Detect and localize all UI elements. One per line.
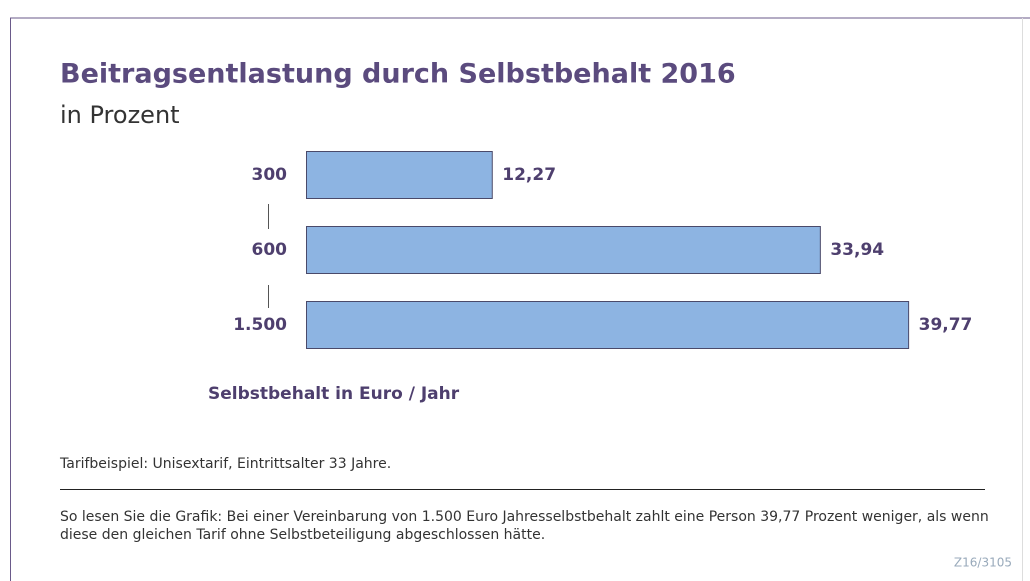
bar <box>306 151 493 199</box>
bar <box>306 301 910 349</box>
value-label: 12,27 <box>502 165 556 185</box>
value-label: 33,94 <box>830 240 884 260</box>
value-label: 39,77 <box>919 315 973 335</box>
category-label: 300 <box>252 165 288 185</box>
category-label: 1.500 <box>233 315 287 335</box>
explanation: So lesen Sie die Grafik: Bei einer Verei… <box>60 509 989 543</box>
chart-subtitle: in Prozent <box>60 101 180 129</box>
source: Z16/3105 <box>954 556 1012 570</box>
axis-label: Selbstbehalt in Euro / Jahr <box>208 384 460 404</box>
bar <box>306 226 821 274</box>
note: Tarifbeispiel: Unisextarif, Eintrittsalt… <box>59 456 391 472</box>
chart-title: Beitragsentlastung durch Selbstbehalt 20… <box>60 59 736 90</box>
category-label: 600 <box>252 240 288 260</box>
